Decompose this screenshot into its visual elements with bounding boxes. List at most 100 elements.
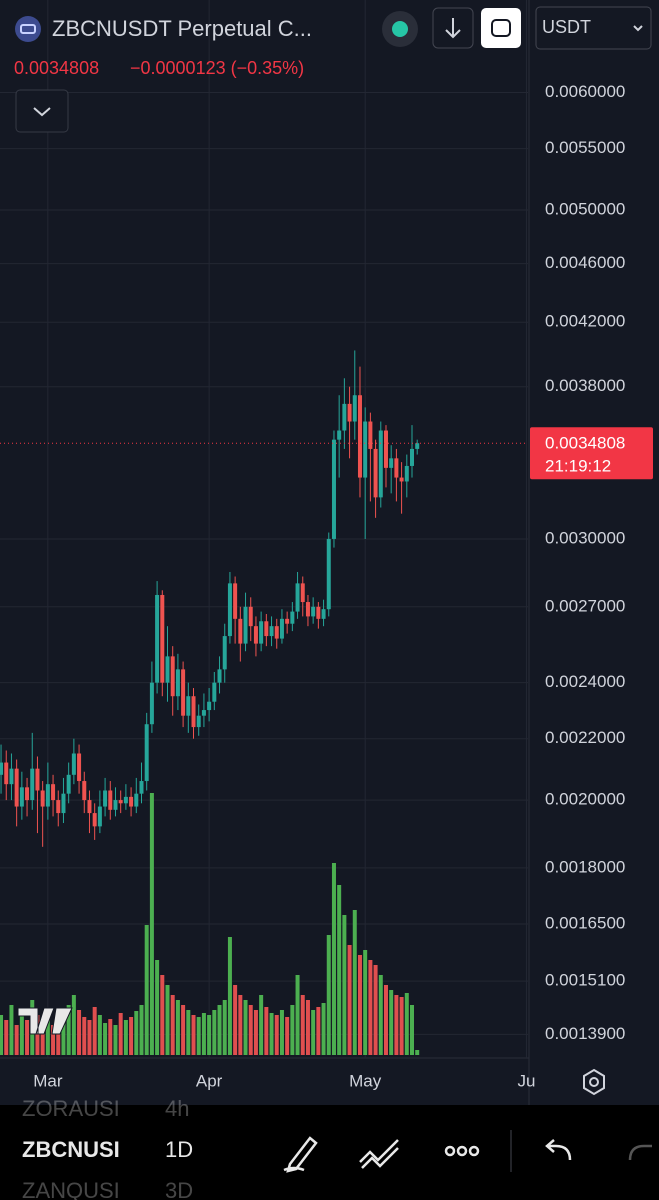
- volume-bar: [383, 985, 388, 1055]
- volume-bar: [373, 965, 378, 1055]
- candle-body: [409, 448, 414, 466]
- volume-bar: [149, 793, 154, 1055]
- volume-bar: [404, 993, 409, 1055]
- candle-body: [217, 669, 222, 683]
- candle-body: [337, 430, 342, 440]
- volume-bar: [196, 1017, 201, 1055]
- plot-area: [0, 0, 528, 1058]
- candle-body: [363, 421, 368, 478]
- y-tick-label: 0.0038000: [545, 376, 625, 395]
- volume-bar: [51, 1025, 56, 1055]
- redo-icon[interactable]: [628, 1144, 652, 1161]
- volume-bar: [331, 863, 336, 1055]
- volume-bar: [14, 1025, 19, 1055]
- volume-bar: [415, 1050, 420, 1055]
- volume-bar: [259, 995, 264, 1055]
- candle-body: [71, 753, 76, 775]
- y-tick-label: 0.0046000: [545, 253, 625, 272]
- y-tick-label: 0.0020000: [545, 790, 625, 809]
- candle-body: [144, 724, 149, 782]
- candle-body: [316, 606, 321, 619]
- chevron-icon: [33, 107, 51, 117]
- y-tick-label: 0.0060000: [545, 82, 625, 101]
- volume-bar: [170, 995, 175, 1055]
- expand-button[interactable]: [15, 89, 69, 133]
- y-tick-label: 0.0030000: [545, 528, 625, 547]
- candle-body: [170, 656, 175, 697]
- candle-body: [399, 477, 404, 482]
- candle-body: [389, 458, 394, 468]
- symbol-name: ZBCNUSI: [22, 1137, 120, 1162]
- watermark-logo: [17, 1007, 73, 1035]
- candle-body: [196, 715, 201, 728]
- volume-bar: [269, 1013, 274, 1055]
- candle-body: [207, 701, 212, 711]
- candle-body: [243, 606, 248, 644]
- candle-body: [279, 618, 284, 639]
- candle-body: [30, 768, 35, 801]
- candle-body: [212, 682, 217, 702]
- more-icon[interactable]: [444, 1145, 480, 1157]
- candle-body: [274, 626, 279, 639]
- volume-bar: [311, 1010, 316, 1055]
- candle-body: [290, 611, 295, 624]
- draw-icon[interactable]: [283, 1136, 318, 1173]
- y-tick-label: 0.0042000: [545, 312, 625, 331]
- candle-body: [149, 682, 154, 725]
- settings-icon-center: [589, 1077, 599, 1087]
- candle-body: [191, 696, 196, 728]
- candle-body: [347, 403, 352, 422]
- volume-bar: [82, 1017, 87, 1055]
- currency-select[interactable]: [535, 6, 652, 50]
- volume-bar: [347, 945, 352, 1055]
- y-tick-label: 0.0016500: [545, 913, 625, 932]
- candle-body: [92, 813, 97, 827]
- volume-bar: [321, 1003, 326, 1055]
- volume-bar: [4, 1020, 9, 1055]
- y-tick-label: 0.0027000: [545, 596, 625, 615]
- volume-bar: [181, 1005, 186, 1055]
- candle-body: [118, 800, 123, 804]
- candle-body: [378, 430, 383, 498]
- volume-bar: [378, 975, 383, 1055]
- volume-bar: [279, 1010, 284, 1055]
- trend-icon[interactable]: [359, 1139, 399, 1169]
- candle-body: [311, 606, 316, 617]
- volume-bar: [285, 1017, 290, 1055]
- volume-bar: [66, 1005, 71, 1055]
- symbol-logo: [15, 16, 41, 42]
- candle-body: [40, 790, 45, 807]
- currency-label: USDT: [542, 17, 591, 37]
- settings-icon[interactable]: [583, 1068, 605, 1096]
- candle-body: [295, 583, 300, 612]
- volume-bar: [71, 995, 76, 1055]
- candle-body: [264, 621, 269, 637]
- volume-bar: [191, 1015, 196, 1055]
- symbol-logo-mark: [20, 24, 36, 34]
- y-tick-label: 0.0022000: [545, 728, 625, 747]
- candle-body: [404, 465, 409, 482]
- candle-body: [45, 784, 50, 807]
- candle-body: [305, 602, 310, 617]
- candle-body: [77, 753, 82, 782]
- y-tick-label: 0.0015100: [545, 971, 625, 990]
- volume-bar: [274, 1015, 279, 1055]
- volume-bar: [139, 1005, 144, 1055]
- candle-body: [113, 800, 118, 810]
- symbol-title[interactable]: ZBCNUSDT Perpetual C...: [52, 16, 312, 41]
- volume-bar: [342, 915, 347, 1055]
- bottom-toolbar: [0, 1105, 659, 1200]
- volume-bar: [253, 1010, 258, 1055]
- volume-bar: [316, 1007, 321, 1055]
- volume-bar: [207, 1015, 212, 1055]
- candle-body: [25, 787, 30, 801]
- volume-bar: [144, 925, 149, 1055]
- candle-body: [321, 609, 326, 619]
- volume-bar: [222, 1000, 227, 1055]
- candle-body: [368, 421, 373, 449]
- volume-bar: [0, 1015, 4, 1055]
- compare-button[interactable]: [481, 8, 521, 48]
- undo-icon[interactable]: [545, 1139, 572, 1161]
- candle-body: [35, 768, 40, 791]
